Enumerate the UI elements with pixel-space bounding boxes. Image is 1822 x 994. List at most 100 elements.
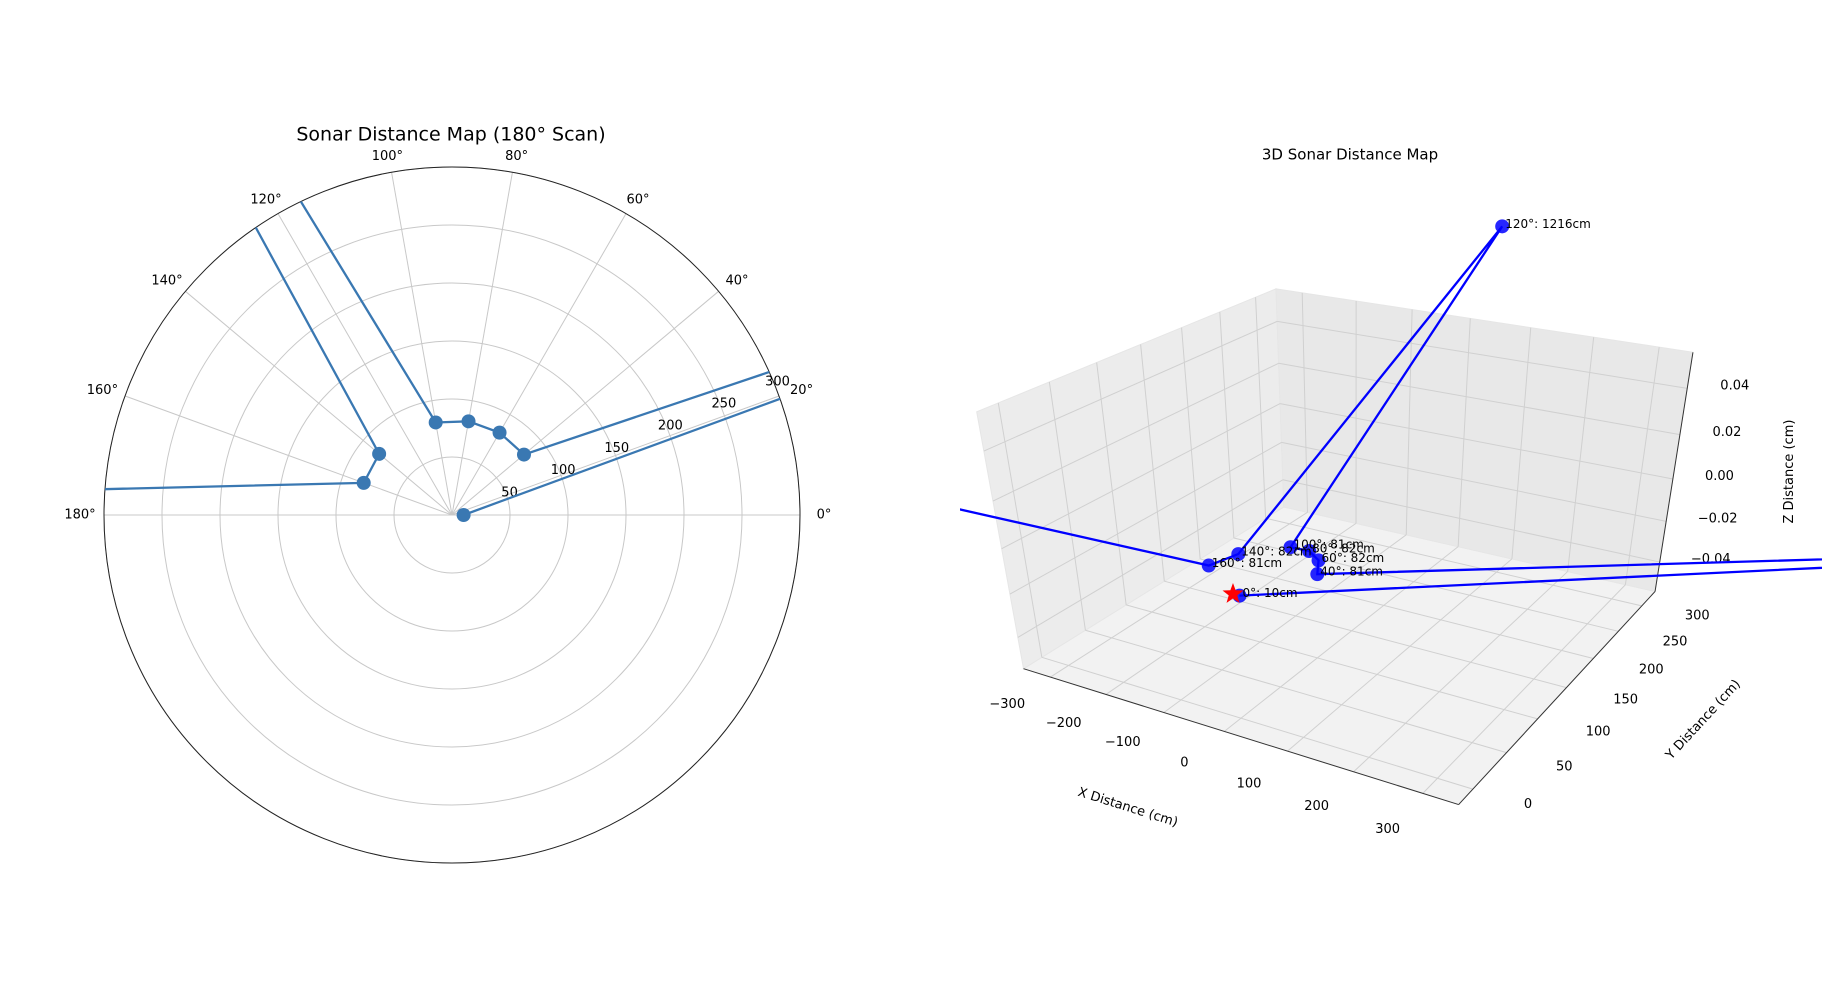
theta-tick-label: 20° xyxy=(790,383,813,398)
theta-tick-label: 140° xyxy=(151,274,182,289)
x-grid-line xyxy=(1050,511,1308,678)
distance-point xyxy=(372,446,387,461)
chart-3d: −300−200−1000100200300050100150200250300… xyxy=(960,217,1822,837)
theta-grid-line xyxy=(391,172,453,516)
point-3d xyxy=(1495,219,1510,234)
y-grid-line xyxy=(1041,656,1474,790)
x-grid-line xyxy=(1287,558,1513,752)
r-tick-label: 150 xyxy=(604,441,629,456)
y-grid-line xyxy=(1219,311,1235,539)
distance-line-3d xyxy=(960,225,1822,597)
x-grid-line xyxy=(1457,318,1471,547)
point-label: 0°: 10cm xyxy=(1243,586,1298,600)
z-tick-label: −0.04 xyxy=(1691,552,1731,567)
y-grid-line xyxy=(1140,344,1165,582)
z-grid-line xyxy=(1282,479,1660,563)
polar-frame xyxy=(103,166,801,864)
theta-grid-line xyxy=(451,395,780,516)
z-grid-line xyxy=(1277,320,1688,389)
x-tick-label: −300 xyxy=(989,697,1025,712)
x-grid-line xyxy=(1624,347,1660,585)
x-grid-line xyxy=(1353,571,1568,773)
z-axis-line xyxy=(1654,352,1694,592)
back-pane xyxy=(1275,288,1694,593)
theta-grid-line xyxy=(451,213,627,516)
x-grid-line xyxy=(1511,327,1532,559)
x-grid-line xyxy=(1405,309,1413,535)
point-3d xyxy=(1310,567,1325,582)
z-grid-line xyxy=(1017,479,1284,638)
theta-tick-label: 120° xyxy=(250,192,281,207)
y-tick-label: 100 xyxy=(1586,725,1611,740)
point-3d xyxy=(1231,547,1246,562)
y-grid-line xyxy=(1096,362,1127,605)
x-grid-line xyxy=(1163,534,1407,713)
x-grid-line xyxy=(1301,292,1308,513)
point-3d xyxy=(1311,553,1326,568)
r-tick-label: 300 xyxy=(765,374,790,389)
y-tick-label: 150 xyxy=(1613,692,1638,707)
y-tick-label: 250 xyxy=(1663,635,1688,650)
point-label: 160°: 81cm xyxy=(1212,556,1282,570)
r-tick-label: 250 xyxy=(712,397,737,412)
point-3d xyxy=(1283,540,1298,555)
z-grid-line xyxy=(983,320,1278,452)
z-grid-line xyxy=(1281,441,1667,522)
polar-data xyxy=(104,26,1784,522)
y-grid-line xyxy=(997,402,1043,658)
theta-grid-line xyxy=(124,395,453,516)
x-grid-line xyxy=(1567,337,1595,572)
distance-point xyxy=(1770,26,1784,40)
y-tick-label: 300 xyxy=(1685,608,1710,623)
z-axis-label: Z Distance (cm) xyxy=(1782,420,1797,524)
theta-tick-label: 60° xyxy=(626,192,649,207)
y-grid-line xyxy=(1233,537,1619,632)
theta-grid-line xyxy=(451,290,719,516)
theta-tick-label: 100° xyxy=(372,149,403,164)
z-grid-line xyxy=(992,362,1279,502)
y-grid-line xyxy=(1265,517,1642,607)
r-tick-label: 100 xyxy=(551,463,576,478)
point-3d xyxy=(1302,543,1317,558)
sonar-origin xyxy=(1222,582,1244,603)
z-grid-line xyxy=(1009,441,1282,595)
x-grid-line xyxy=(1224,546,1459,732)
x-tick-label: −100 xyxy=(1105,735,1141,750)
x-tick-label: 100 xyxy=(1237,777,1262,792)
z-grid-line xyxy=(1278,362,1680,436)
point-label: 60°: 82cm xyxy=(1322,551,1385,565)
point-label: 80°: 82cm xyxy=(1312,541,1375,555)
theta-grid-line xyxy=(185,290,453,516)
z-tick-label: 0.00 xyxy=(1705,469,1734,484)
theta-tick-label: 0° xyxy=(817,508,832,523)
point-label: 120°: 1216cm xyxy=(1505,217,1591,231)
y-tick-label: 0 xyxy=(1524,797,1532,812)
point-label: 100°: 81cm xyxy=(1294,538,1364,552)
theta-tick-label: 180° xyxy=(64,508,95,523)
y-axis-label: Y Distance (cm) xyxy=(1662,677,1744,764)
x-tick-label: 300 xyxy=(1375,822,1400,837)
r-tick-label: 200 xyxy=(658,419,683,434)
distance-point xyxy=(456,508,471,522)
y-grid-line xyxy=(1085,629,1507,754)
x-axis-line xyxy=(1023,668,1459,806)
theta-grid-line xyxy=(451,172,513,516)
theta-tick-label: 160° xyxy=(87,383,118,398)
distance-point xyxy=(492,425,507,440)
y-axis-line xyxy=(1458,591,1656,805)
z-grid-line xyxy=(1279,403,1673,480)
z-tick-label: 0.02 xyxy=(1712,425,1741,440)
y-tick-label: 200 xyxy=(1639,662,1664,677)
plot3d-title: 3D Sonar Distance Map xyxy=(1262,146,1438,164)
theta-tick-label: 40° xyxy=(725,274,748,289)
theta-grid-line xyxy=(277,213,453,516)
y-grid-line xyxy=(1200,558,1594,659)
distance-point xyxy=(516,447,531,462)
point-label: 140°: 82cm xyxy=(1241,545,1311,559)
y-tick-label: 50 xyxy=(1556,760,1573,775)
z-tick-label: −0.02 xyxy=(1698,511,1738,526)
y-grid-line xyxy=(1126,604,1538,720)
x-tick-label: 200 xyxy=(1304,799,1329,814)
